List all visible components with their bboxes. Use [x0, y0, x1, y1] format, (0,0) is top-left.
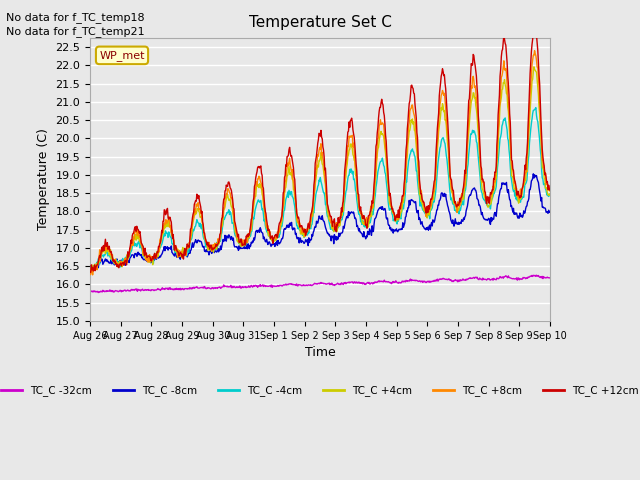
- Text: No data for f_TC_temp18: No data for f_TC_temp18: [6, 12, 145, 23]
- Y-axis label: Temperature (C): Temperature (C): [37, 129, 50, 230]
- Legend: TC_C -32cm, TC_C -8cm, TC_C -4cm, TC_C +4cm, TC_C +8cm, TC_C +12cm: TC_C -32cm, TC_C -8cm, TC_C -4cm, TC_C +…: [0, 381, 640, 401]
- Title: Temperature Set C: Temperature Set C: [248, 15, 392, 30]
- Text: WP_met: WP_met: [99, 50, 145, 61]
- X-axis label: Time: Time: [305, 346, 335, 359]
- Text: No data for f_TC_temp21: No data for f_TC_temp21: [6, 26, 145, 37]
